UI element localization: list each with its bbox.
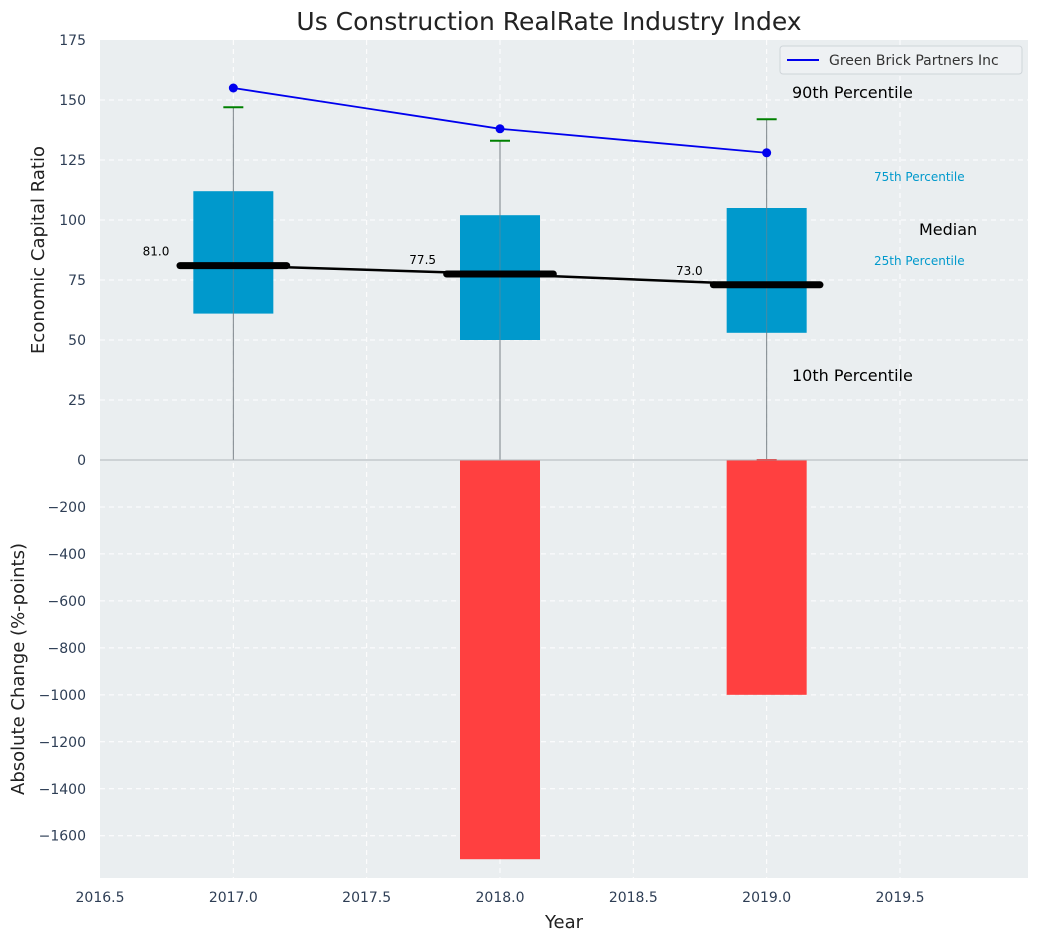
y-tick-label-top: 150 <box>59 93 86 109</box>
change-bars <box>460 460 807 860</box>
x-tick-label: 2019.0 <box>742 890 791 906</box>
y-tick-label-top: 0 <box>77 453 86 469</box>
x-tick-label: 2017.5 <box>342 890 391 906</box>
annotation-p90: 90th Percentile <box>792 83 913 102</box>
y-tick-label-bottom: −200 <box>48 500 86 516</box>
x-tick-label: 2016.5 <box>76 890 125 906</box>
y-tick-label-bottom: −600 <box>48 594 86 610</box>
median-value-label: 77.5 <box>409 253 436 267</box>
company-series <box>228 83 772 158</box>
y-tick-label-bottom: −400 <box>48 547 86 563</box>
company-point <box>228 83 238 93</box>
y-tick-label-bottom: −1400 <box>39 782 86 798</box>
y-tick-label-top: 75 <box>68 273 86 289</box>
plot-area-bottom <box>100 460 1028 878</box>
x-tick-label: 2018.5 <box>609 890 658 906</box>
annotation-p25: 25th Percentile <box>874 254 965 268</box>
y-tick-label-bottom: −1600 <box>39 829 86 845</box>
y-tick-label-top: 125 <box>59 153 86 169</box>
x-tick-label: 2017.0 <box>209 890 258 906</box>
axes: 2016.5 2017.0 2017.5 2018.0 2018.5 2019.0 2019… <box>39 33 1028 906</box>
legend: Green Brick Partners Inc <box>779 45 1023 75</box>
legend-label: Green Brick Partners Inc <box>829 53 999 69</box>
box-plots: 81.0 77.5 73.0 <box>143 106 824 461</box>
percentile-annotations: 90th Percentile 75th Percentile Median 2… <box>792 83 977 385</box>
y-axis-label-top: Economic Capital Ratio <box>28 146 49 354</box>
x-tick-label: 2018.0 <box>476 890 525 906</box>
annotation-median: Median <box>919 220 977 239</box>
change-bar <box>460 460 540 860</box>
legend-box <box>779 45 1023 75</box>
annotation-p75: 75th Percentile <box>874 170 965 184</box>
y-tick-label-top: 25 <box>68 393 86 409</box>
y-tick-label-top: 100 <box>59 213 86 229</box>
y-axis-label-bottom: Absolute Change (%-points) <box>8 543 29 795</box>
y-tick-label-top: 50 <box>68 333 86 349</box>
median-value-label: 81.0 <box>143 245 170 259</box>
company-point <box>762 148 772 158</box>
y-tick-label-bottom: −800 <box>48 641 86 657</box>
median-value-label: 73.0 <box>676 264 703 278</box>
change-bar <box>726 460 807 695</box>
y-tick-label-bottom: −1200 <box>39 735 86 751</box>
x-tick-label: 2019.5 <box>876 890 925 906</box>
annotation-p10: 10th Percentile <box>792 366 913 385</box>
y-tick-label-top: 175 <box>59 33 86 49</box>
x-axis-label: Year <box>544 912 584 933</box>
company-point <box>495 124 505 134</box>
chart-title: Us Construction RealRate Industry Index <box>296 7 801 36</box>
y-tick-label-bottom: −1000 <box>39 688 86 704</box>
